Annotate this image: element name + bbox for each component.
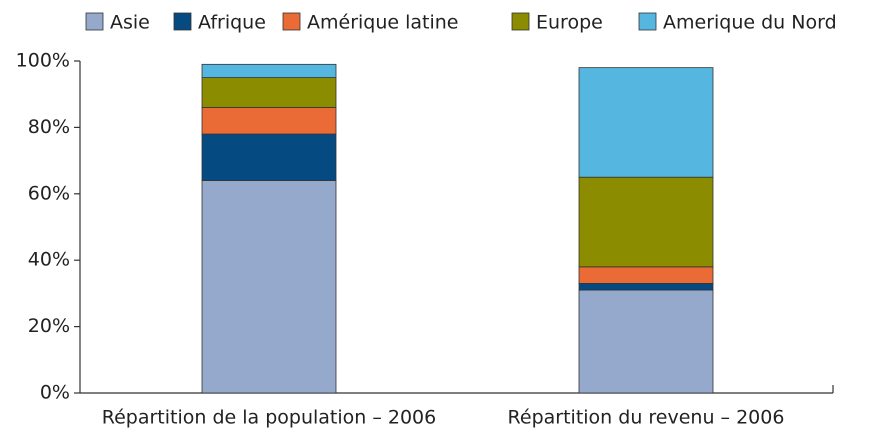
bar-segment bbox=[201, 180, 337, 394]
legend-label: Europe bbox=[536, 12, 603, 34]
y-tick-label: 60% bbox=[28, 182, 70, 204]
bar-segment bbox=[201, 133, 337, 181]
y-tick-label: 100% bbox=[16, 50, 70, 72]
x-tick-label: Répartition de la population – 2006 bbox=[102, 407, 437, 429]
bar-segment bbox=[578, 283, 714, 291]
legend-label: Amerique du Nord bbox=[663, 12, 837, 34]
y-tick-label: 80% bbox=[28, 116, 70, 138]
legend-swatch bbox=[85, 12, 104, 31]
bar-segment bbox=[201, 107, 337, 135]
legend-label: Amérique latine bbox=[307, 12, 459, 34]
legend-swatch bbox=[638, 12, 657, 31]
x-tick-label: Répartition du revenu – 2006 bbox=[508, 407, 785, 429]
bar-segment bbox=[578, 67, 714, 178]
bar-segment bbox=[578, 266, 714, 284]
bar-segment bbox=[201, 63, 337, 78]
bar-segment bbox=[201, 77, 337, 108]
legend-label: Asie bbox=[110, 12, 150, 34]
y-tick-label: 0% bbox=[40, 382, 70, 404]
legend-swatch bbox=[173, 12, 192, 31]
legend-swatch bbox=[282, 12, 301, 31]
bar-segment bbox=[578, 289, 714, 394]
bar-segment bbox=[578, 176, 714, 268]
legend-swatch bbox=[511, 12, 530, 31]
y-tick-label: 20% bbox=[28, 315, 70, 337]
y-tick-label: 40% bbox=[28, 249, 70, 271]
legend-label: Afrique bbox=[198, 12, 266, 34]
